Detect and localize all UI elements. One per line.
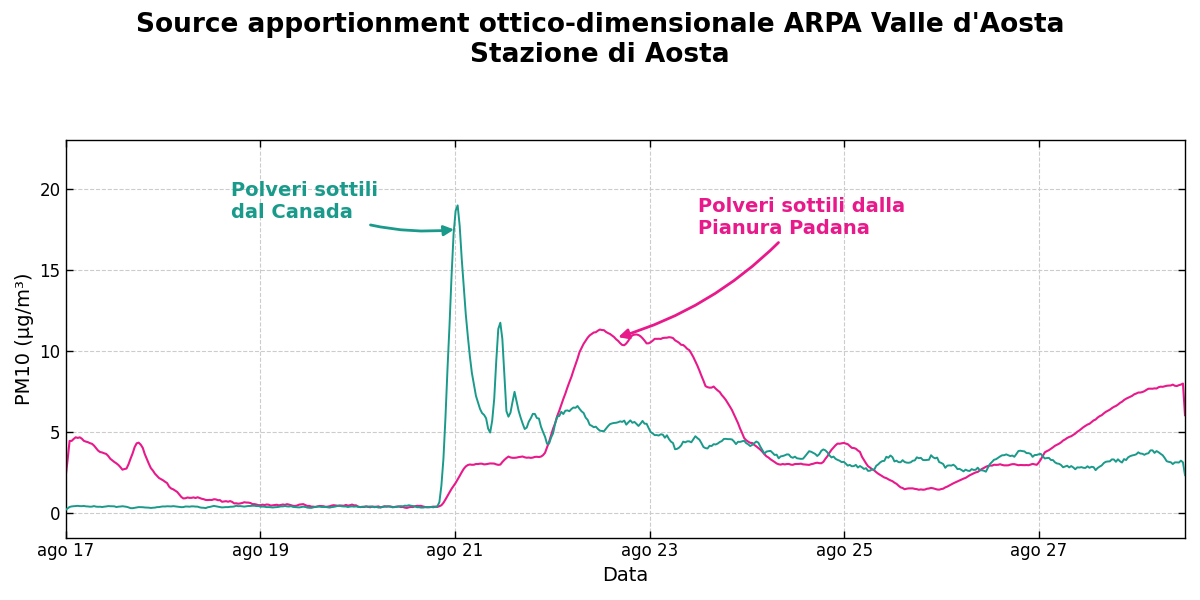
Y-axis label: PM10 (μg/m³): PM10 (μg/m³) [14,272,34,405]
Text: Polveri sottili dalla
Pianura Padana: Polveri sottili dalla Pianura Padana [622,197,906,338]
Text: Source apportionment ottico-dimensionale ARPA Valle d'Aosta
Stazione di Aosta: Source apportionment ottico-dimensionale… [136,12,1064,68]
X-axis label: Data: Data [602,566,648,585]
Text: Polveri sottili
dal Canada: Polveri sottili dal Canada [232,181,451,235]
